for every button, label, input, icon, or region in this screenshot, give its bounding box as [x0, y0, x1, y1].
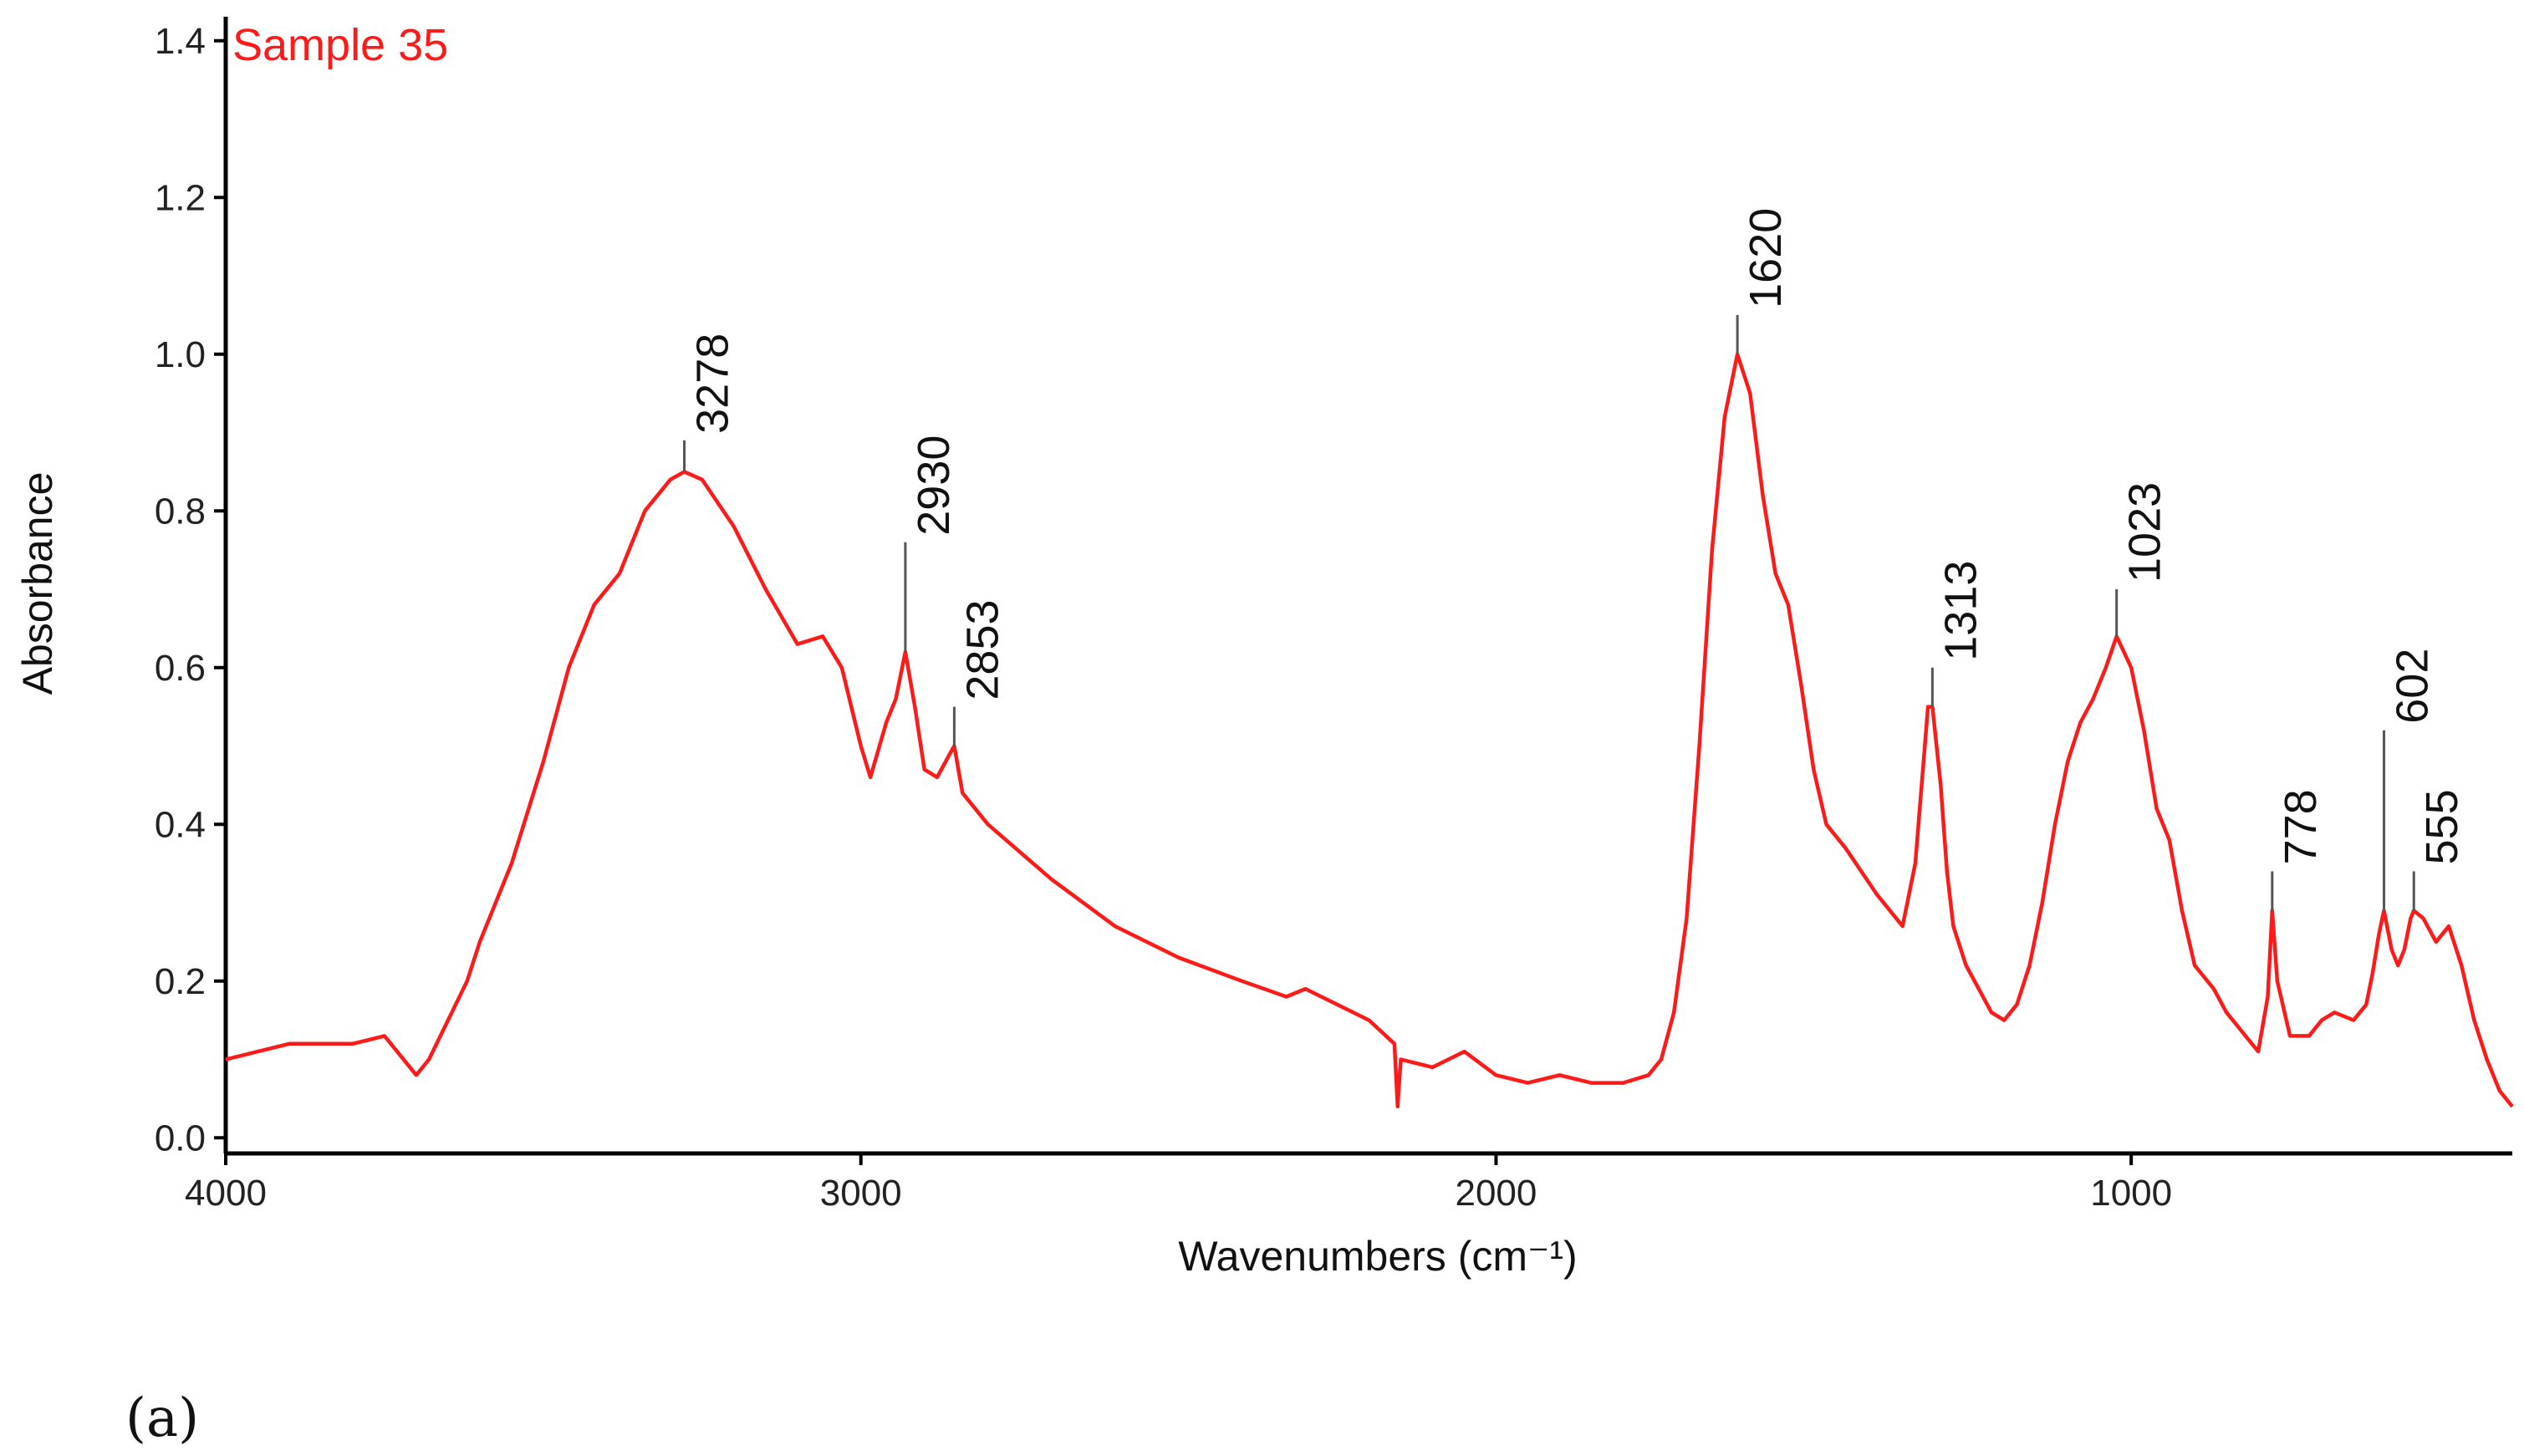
peak-label: 2853 [957, 599, 1007, 700]
series-line-sample-35 [225, 352, 2514, 1109]
x-tick-label: 4000 [185, 1173, 267, 1214]
y-tick-label: 1.2 [155, 177, 206, 218]
y-axis-title: Absorbance [14, 472, 61, 695]
x-tick-label: 2000 [1455, 1173, 1537, 1214]
y-tick-label: 0.6 [155, 648, 206, 689]
x-tick-label: 1000 [2090, 1173, 2172, 1214]
y-tick-label: 0.0 [155, 1117, 206, 1158]
peak-label: 1620 [1741, 208, 1791, 308]
peak-label: 555 [2417, 789, 2467, 864]
y-tick-label: 0.2 [155, 961, 206, 1002]
axes [223, 17, 2512, 1156]
x-tick-label: 3000 [820, 1173, 902, 1214]
peak-label: 3278 [688, 333, 738, 434]
peak-label: 1313 [1935, 561, 1986, 661]
peak-label: 2930 [909, 435, 959, 536]
x-axis-title: Wavenumbers (cm⁻¹) [1178, 1233, 1577, 1280]
ticks: 0.0 0.2 0.4 0.6 0.8 1.0 1.2 1.4 4000 3000 2000 1000 [155, 21, 2172, 1214]
series-label: Sample 35 [232, 20, 448, 70]
y-tick-label: 1.0 [155, 334, 206, 375]
peak-label: 1023 [2120, 482, 2170, 583]
peak-annotations: 3278 2930 2853 1620 1313 1023 778 602 555 [683, 208, 2467, 911]
series-group [225, 352, 2514, 1109]
y-tick-label: 1.4 [155, 21, 206, 62]
peak-label: 778 [2276, 789, 2326, 864]
peak-label: 602 [2388, 649, 2438, 724]
y-tick-label: 0.4 [155, 804, 206, 845]
panel-label: (a) [125, 1387, 199, 1449]
y-tick-label: 0.8 [155, 491, 206, 532]
